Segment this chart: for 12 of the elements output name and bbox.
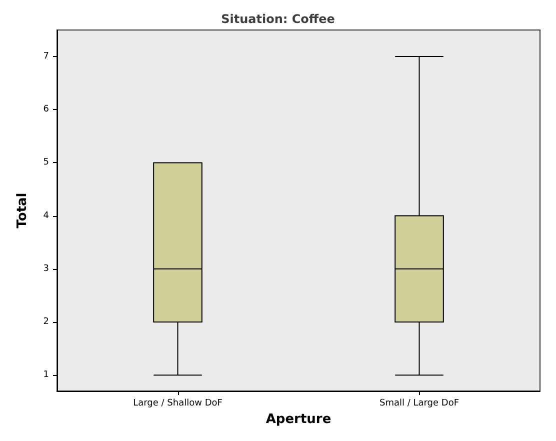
y-tick-label: 3 (43, 264, 49, 274)
x-axis-title: Aperture (266, 412, 332, 427)
y-tick-label: 2 (43, 316, 49, 327)
x-tick-label: Small / Large DoF (379, 398, 460, 408)
y-tick-label: 4 (43, 210, 50, 221)
y-tick-label: 6 (43, 104, 50, 115)
y-tick-label: 1 (43, 370, 49, 380)
chart-title: Situation: Coffee (221, 12, 335, 26)
y-tick-label: 5 (43, 158, 49, 168)
x-tick-label: Large / Shallow DoF (133, 398, 222, 408)
y-tick-label: 7 (43, 52, 49, 62)
y-axis-title: Total (15, 192, 30, 228)
